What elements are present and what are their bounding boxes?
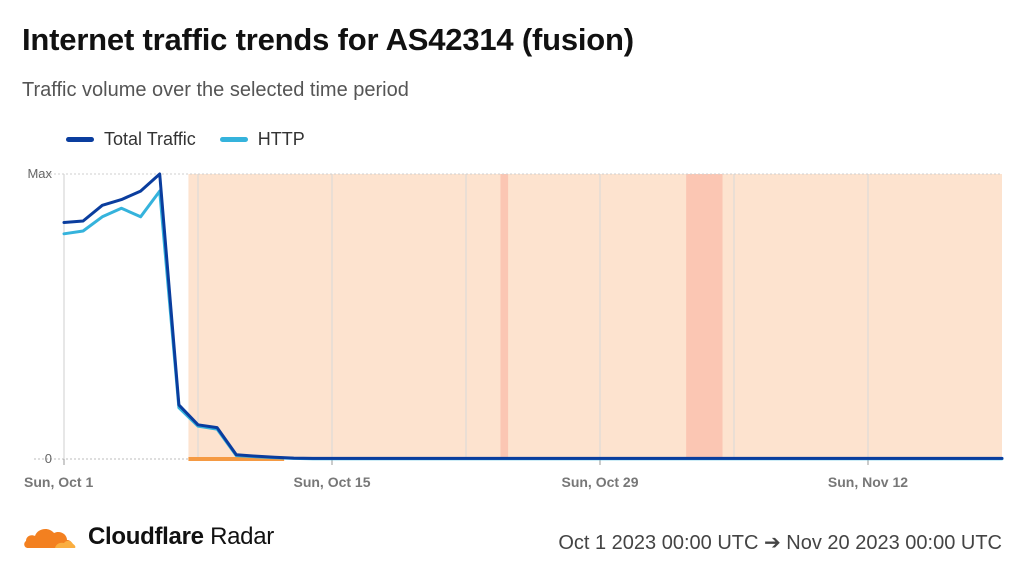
legend-item-total-traffic[interactable]: Total Traffic bbox=[66, 129, 196, 150]
brand-name: Cloudflare Radar bbox=[88, 523, 274, 550]
legend-swatch-http bbox=[219, 137, 248, 142]
outage-region-1 bbox=[500, 174, 509, 459]
legend-swatch-total-traffic bbox=[66, 137, 94, 142]
cloudflare-cloud-icon bbox=[24, 529, 76, 548]
outage-region-0 bbox=[188, 174, 1002, 459]
outage-marker bbox=[188, 457, 285, 461]
x-tick-label: Sun, Nov 12 bbox=[828, 474, 908, 490]
x-tick-label: Sun, Oct 1 bbox=[24, 474, 93, 490]
outage-region-2 bbox=[686, 174, 723, 459]
series-line-total-traffic bbox=[62, 172, 1004, 460]
chart-subtitle: Traffic volume over the selected time pe… bbox=[22, 79, 409, 101]
date-range: Oct 1 2023 00:00 UTC ➔ Nov 20 2023 00:00… bbox=[558, 532, 1002, 554]
chart-title: Internet traffic trends for AS42314 (fus… bbox=[22, 22, 634, 57]
y-tick-label-zero: 0 bbox=[45, 451, 52, 466]
x-tick-label: Sun, Oct 29 bbox=[561, 474, 638, 490]
y-tick-label-max: Max bbox=[27, 166, 52, 181]
cloudflare-radar-logo: Cloudflare Radar bbox=[22, 522, 274, 552]
chart-legend: Total Traffic HTTP bbox=[66, 129, 305, 150]
x-tick-label: Sun, Oct 15 bbox=[293, 474, 370, 490]
legend-item-http[interactable]: HTTP bbox=[219, 129, 305, 150]
legend-label-total-traffic: Total Traffic bbox=[104, 129, 196, 149]
legend-label-http: HTTP bbox=[257, 129, 305, 149]
